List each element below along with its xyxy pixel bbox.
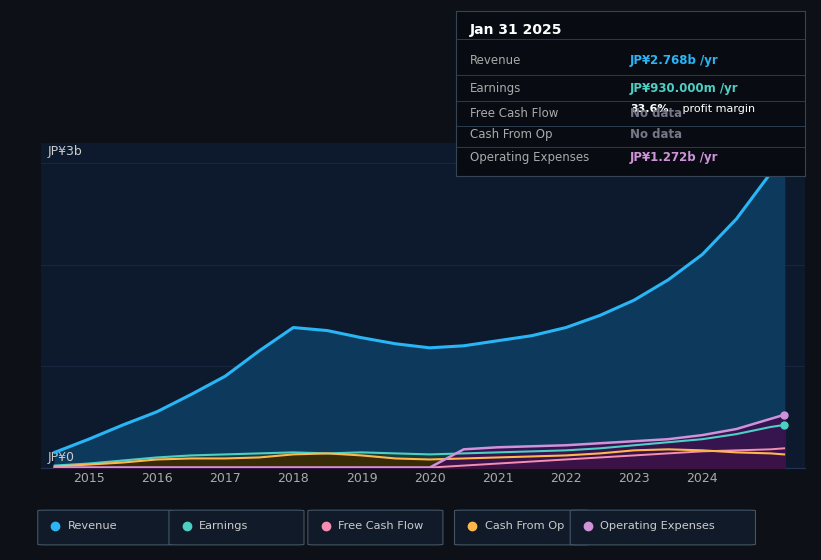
Text: JP¥1.272b /yr: JP¥1.272b /yr [631, 151, 718, 164]
Text: Free Cash Flow: Free Cash Flow [338, 521, 423, 531]
Text: Revenue: Revenue [68, 521, 117, 531]
Text: Operating Expenses: Operating Expenses [470, 151, 589, 164]
Text: JP¥2.768b /yr: JP¥2.768b /yr [631, 54, 719, 67]
Text: Earnings: Earnings [199, 521, 249, 531]
FancyBboxPatch shape [38, 510, 172, 545]
Text: Cash From Op: Cash From Op [470, 128, 552, 141]
Text: Jan 31 2025: Jan 31 2025 [470, 23, 562, 37]
Text: JP¥3b: JP¥3b [48, 145, 83, 158]
FancyBboxPatch shape [455, 510, 589, 545]
Text: No data: No data [631, 107, 682, 120]
Text: Earnings: Earnings [470, 82, 521, 95]
Text: 33.6%: 33.6% [631, 105, 668, 114]
Text: No data: No data [631, 128, 682, 141]
FancyBboxPatch shape [308, 510, 443, 545]
Text: Revenue: Revenue [470, 54, 521, 67]
FancyBboxPatch shape [169, 510, 304, 545]
FancyBboxPatch shape [571, 510, 755, 545]
Text: Cash From Op: Cash From Op [484, 521, 564, 531]
Text: JP¥0: JP¥0 [48, 451, 75, 464]
Text: JP¥930.000m /yr: JP¥930.000m /yr [631, 82, 739, 95]
Text: profit margin: profit margin [679, 105, 755, 114]
Text: Operating Expenses: Operating Expenses [600, 521, 715, 531]
Text: Free Cash Flow: Free Cash Flow [470, 107, 558, 120]
